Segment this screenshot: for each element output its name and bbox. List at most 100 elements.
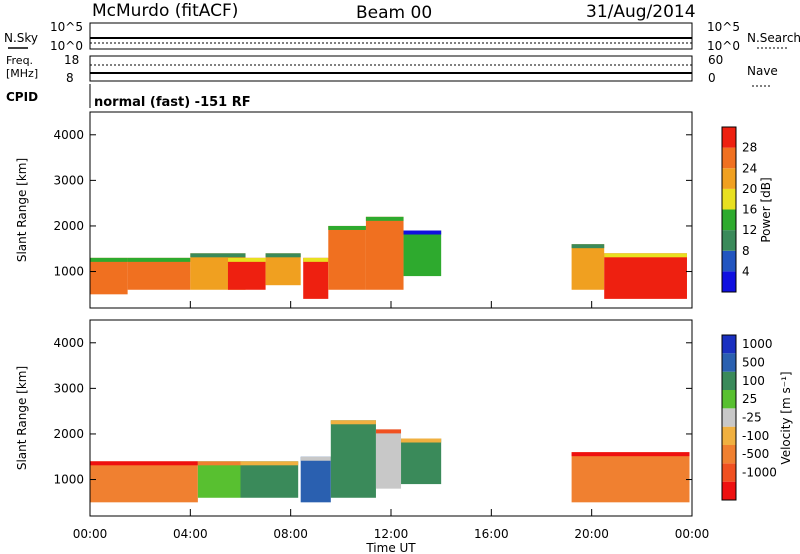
colorbar-tick-label: 28 (742, 141, 757, 155)
nave-axis-bottom: 0 (708, 71, 716, 85)
power-echo-edge (90, 257, 128, 262)
colorbar-segment (722, 250, 736, 272)
colorbar-segment (722, 371, 736, 390)
colorbar-segment (722, 188, 736, 210)
colorbar-segment (722, 271, 736, 292)
nave-label: Nave (747, 64, 778, 78)
colorbar-tick-label: 20 (742, 182, 757, 196)
nsky-label: N.Sky (4, 31, 38, 45)
x-axis-label: Time UT (365, 541, 416, 554)
velocity-y-axis-label: Slant Range [km] (15, 366, 29, 470)
colorbar-frame (721, 334, 737, 501)
power-echo-edge (190, 253, 246, 258)
date-title: 31/Aug/2014 (586, 2, 696, 22)
colorbar-tick-label: 4 (742, 264, 750, 278)
colorbar-tick-label: 25 (742, 392, 757, 406)
colorbar-tick-label: 100 (742, 374, 765, 388)
colorbar-tick-label: 24 (742, 161, 757, 175)
noise-axis-bottom-right: 10^0 (707, 39, 740, 53)
velocity-colorbar-label: Velocity [m s⁻¹] (779, 371, 793, 464)
colorbar-tick-label: -500 (742, 447, 769, 461)
power-echo-region (328, 225, 366, 290)
colorbar-segment (722, 335, 736, 354)
y-tick-label: 1000 (53, 265, 84, 279)
y-tick-label: 4000 (53, 128, 84, 142)
power-echo-region (604, 253, 687, 299)
cpid-label: CPID (6, 90, 38, 104)
x-tick-label: 16:00 (474, 527, 509, 541)
velocity-echo-edge (330, 420, 376, 425)
power-y-ticks: 1000 2000 3000 4000 (53, 128, 692, 279)
colorbar-segment (722, 408, 736, 427)
velocity-echo-region (571, 452, 690, 503)
y-tick-label: 2000 (53, 427, 84, 441)
power-echo-edge (227, 257, 266, 262)
x-tick-label: 04:00 (173, 527, 208, 541)
velocity-colorbar: 1000 500 100 25 -25 -100 -500 -1000 (721, 334, 777, 501)
noise-axis-bottom-left: 10^0 (50, 39, 83, 53)
colorbar-segment (722, 209, 736, 231)
colorbar-segment (722, 127, 736, 148)
colorbar-tick-label: -25 (742, 411, 762, 425)
colorbar-tick-label: 12 (742, 223, 757, 237)
velocity-echo-region (401, 438, 442, 485)
velocity-echo-edge (300, 456, 331, 461)
noise-traces (90, 37, 692, 44)
power-panel: 1000 2000 3000 4000 Slant Range [km] 4 8 12 16… (15, 111, 773, 309)
nsearch-label: N.Search (747, 31, 800, 45)
noise-panel-frame (89, 22, 693, 50)
velocity-echo-edge (571, 452, 690, 457)
power-echo-region (90, 257, 128, 295)
velocity-echo-region (330, 420, 376, 498)
velocity-y-ticks: 1000 2000 3000 4000 (53, 336, 692, 487)
y-tick-label: 2000 (53, 219, 84, 233)
y-tick-label: 3000 (53, 381, 84, 395)
velocity-echo-edge (90, 461, 198, 466)
freq-traces (90, 64, 692, 74)
x-tick-label: 20:00 (574, 527, 609, 541)
colorbar-segment (722, 147, 736, 169)
velocity-echo-region (300, 456, 331, 503)
colorbar-tick-label: 1000 (742, 337, 773, 351)
colorbar-tick-label: -100 (742, 429, 769, 443)
colorbar-segment (722, 230, 736, 251)
colorbar-segment (722, 353, 736, 372)
y-tick-label: 3000 (53, 173, 84, 187)
colorbar-tick-label: 500 (742, 356, 765, 370)
power-echo-edge (604, 253, 687, 258)
velocity-echo-region (375, 429, 402, 489)
power-echo-region (303, 257, 329, 299)
y-tick-label: 4000 (53, 336, 84, 350)
x-tick-label: 00:00 (73, 527, 108, 541)
power-echo-edge (328, 225, 366, 230)
power-echo-edge (127, 257, 191, 262)
power-echo-region (127, 257, 191, 290)
power-echo-region (571, 244, 605, 290)
colorbar-segment (722, 481, 736, 500)
nave-axis-top: 60 (708, 53, 723, 67)
velocity-echo-region (90, 461, 198, 503)
colorbar-tick-label: 16 (742, 203, 757, 217)
colorbar-segment (722, 168, 736, 189)
x-tick-label: 00:00 (675, 527, 710, 541)
velocity-echo-edge (375, 429, 402, 434)
colorbar-frame (721, 126, 737, 293)
x-tick-label: 12:00 (374, 527, 409, 541)
velocity-echo-edge (240, 461, 299, 466)
cpid-text: normal (fast) -151 RF (94, 95, 251, 110)
noise-axis-top-right: 10^5 (707, 20, 740, 34)
power-colorbar: 4 8 12 16 20 24 28 (721, 126, 757, 293)
power-echo-edge (303, 257, 329, 262)
power-echo-edge (265, 253, 301, 258)
power-data (90, 216, 687, 299)
power-echo-edge (403, 230, 442, 235)
power-echo-region (365, 216, 404, 290)
noise-axis-top-left: 10^5 (50, 20, 83, 34)
beam-title: Beam 00 (356, 3, 432, 23)
power-echo-edge (365, 216, 404, 221)
power-echo-edge (571, 244, 605, 249)
power-echo-region (265, 253, 301, 286)
velocity-echo-edge (197, 461, 241, 466)
velocity-panel: 1000 2000 3000 4000 Slant Range [km] 1000 50… (15, 319, 793, 517)
